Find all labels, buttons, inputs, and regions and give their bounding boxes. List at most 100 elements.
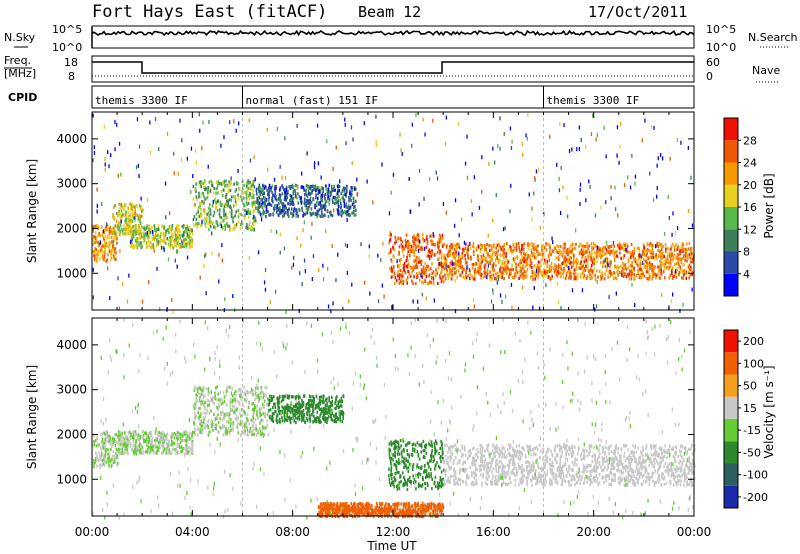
data-cell-noise <box>351 161 353 166</box>
data-cell <box>270 186 273 190</box>
data-cell-noise <box>460 217 463 222</box>
data-cell <box>649 267 651 271</box>
data-cell <box>622 267 624 271</box>
data-cell <box>458 254 461 258</box>
data-cell <box>407 240 410 244</box>
data-cell <box>640 263 642 267</box>
data-cell <box>123 442 126 446</box>
data-cell <box>230 418 232 422</box>
data-cell <box>351 202 354 206</box>
data-cell-noise <box>445 210 447 215</box>
data-cell <box>646 266 648 270</box>
data-cell <box>244 432 246 436</box>
data-cell <box>339 198 342 203</box>
data-cell <box>251 196 253 200</box>
data-cell <box>179 233 181 237</box>
data-cell <box>305 207 308 211</box>
data-cell <box>136 246 138 250</box>
data-cell <box>522 255 524 259</box>
data-cell-noise <box>511 305 513 310</box>
data-cell <box>229 227 232 232</box>
data-cell <box>496 243 499 247</box>
data-cell <box>499 258 501 262</box>
data-cell <box>517 263 520 267</box>
data-cell <box>139 207 142 211</box>
data-cell-noise <box>487 263 490 268</box>
data-cell <box>307 199 309 203</box>
data-cell <box>180 445 183 449</box>
data-cell <box>610 272 613 276</box>
data-cell <box>253 218 256 222</box>
data-cell-noise <box>578 146 580 151</box>
data-cell <box>123 431 126 435</box>
data-cell <box>605 259 608 263</box>
data-cell <box>611 250 614 254</box>
data-cell-noise <box>605 240 608 245</box>
data-cell <box>264 412 266 416</box>
data-cell <box>658 269 660 274</box>
data-cell <box>215 203 217 207</box>
data-cell <box>414 237 416 241</box>
data-cell <box>483 264 486 268</box>
data-cell <box>327 415 330 419</box>
data-cell <box>603 246 606 250</box>
data-cell <box>487 253 489 257</box>
data-cell <box>646 242 649 246</box>
data-cell <box>525 260 528 264</box>
data-cell <box>671 276 674 280</box>
data-cell <box>674 243 677 248</box>
data-cell <box>96 252 98 256</box>
data-cell-noise <box>590 132 593 137</box>
data-cell <box>106 439 109 443</box>
data-cell <box>339 201 342 205</box>
data-cell <box>501 253 504 257</box>
data-cell <box>234 197 237 201</box>
data-cell <box>101 453 104 457</box>
data-cell-noise <box>466 134 468 139</box>
data-cell <box>473 272 476 276</box>
data-cell <box>301 185 304 189</box>
data-cell <box>155 232 158 236</box>
data-cell <box>495 246 497 250</box>
nsearch-label: N.Search <box>748 31 798 44</box>
data-cell <box>400 278 403 282</box>
data-cell-noise <box>92 158 94 163</box>
data-cell <box>214 394 216 398</box>
data-cell <box>101 437 104 441</box>
data-cell-noise <box>454 278 456 283</box>
data-cell <box>637 270 640 274</box>
data-cell <box>569 261 572 265</box>
data-cell <box>167 446 170 450</box>
data-cell <box>453 255 456 260</box>
data-cell <box>228 180 230 184</box>
data-cell <box>618 247 621 251</box>
data-cell <box>131 219 134 223</box>
data-cell <box>560 244 563 248</box>
data-cell <box>577 273 579 277</box>
data-cell <box>276 207 279 211</box>
data-cell <box>125 447 127 451</box>
data-cell <box>204 179 206 183</box>
data-cell <box>135 432 138 436</box>
cpid-segment-label: normal (fast) 151 IF <box>246 94 378 107</box>
data-cell <box>640 255 643 259</box>
data-cell <box>130 432 132 436</box>
data-cell <box>647 263 649 267</box>
data-cell-noise <box>671 270 673 275</box>
data-cell <box>247 181 250 185</box>
data-cell <box>330 192 332 196</box>
data-cell <box>114 460 116 464</box>
data-cell <box>283 205 285 209</box>
data-cell-noise <box>230 176 232 181</box>
data-cell <box>252 188 254 193</box>
data-cell <box>278 201 280 205</box>
data-cell <box>265 197 268 201</box>
data-cell <box>134 228 137 233</box>
data-cell-noise <box>260 217 263 222</box>
data-cell <box>156 433 159 437</box>
data-cell <box>240 387 242 392</box>
data-cell-noise <box>623 183 626 188</box>
data-cell <box>565 264 568 268</box>
data-cell <box>582 271 584 275</box>
data-cell <box>241 429 243 433</box>
